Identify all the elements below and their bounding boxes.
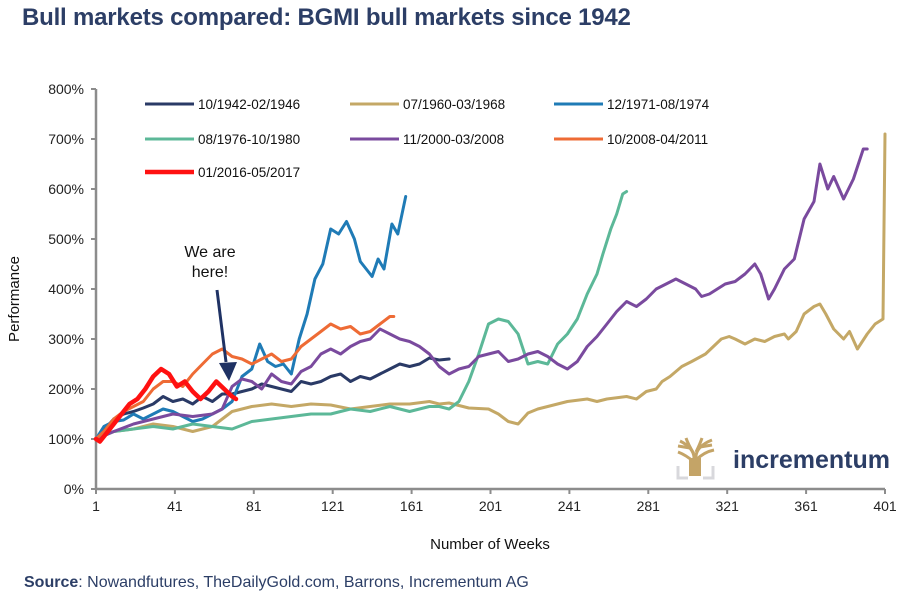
logo-text: incrementum <box>733 446 890 474</box>
annotation: We are here! <box>184 244 237 381</box>
annotation-arrow-head <box>219 362 237 381</box>
legend: 10/1942-02/1946 07/1960-03/1968 12/1971-08… <box>145 97 710 180</box>
legend-label: 07/1960-03/1968 <box>403 97 505 112</box>
chart-title: Bull markets compared: BGMI bull markets… <box>22 4 631 31</box>
y-tick-label: 200% <box>48 381 84 397</box>
annotation-line-1: We are <box>184 244 235 261</box>
series-line-10-1942-02-1946 <box>94 356 451 441</box>
annotation-arrow-shaft <box>215 289 228 363</box>
x-tick-label: 401 <box>873 498 897 514</box>
y-tick-label: 600% <box>48 181 84 197</box>
legend-label: 01/2016-05/2017 <box>198 165 300 180</box>
series-line-01-2016-05-2017 <box>93 366 239 444</box>
series-line-08-1976-10-1980 <box>94 190 629 441</box>
legend-label: 12/1971-08/1974 <box>607 97 710 112</box>
x-tick-label: 321 <box>716 498 740 514</box>
legend-label: 08/1976-10/1980 <box>198 132 300 147</box>
y-tick-label: 0% <box>64 481 84 497</box>
legend-item: 08/1976-10/1980 <box>145 132 300 147</box>
legend-item: 01/2016-05/2017 <box>145 165 300 180</box>
x-tick-label: 121 <box>321 498 345 514</box>
source-text: : Nowandfutures, TheDailyGold.com, Barro… <box>78 574 529 591</box>
y-tick-label: 300% <box>48 331 84 347</box>
legend-item: 10/2008-04/2011 <box>554 132 708 147</box>
legend-item: 11/2000-03/2008 <box>350 132 504 147</box>
legend-label: 10/1942-02/1946 <box>198 97 300 112</box>
y-tick-label: 100% <box>48 431 84 447</box>
x-tick-label: 281 <box>637 498 661 514</box>
axes: 0% 100% 200% 300% 400% 500% 600% 700% 800% 1 41 81 1… <box>48 81 897 514</box>
tree-icon <box>676 437 716 480</box>
series-line-12-1971-08-1974 <box>94 195 408 441</box>
x-tick-label: 361 <box>794 498 818 514</box>
incrementum-logo: incrementum <box>676 437 890 480</box>
x-tick-label: 241 <box>558 498 582 514</box>
legend-item: 07/1960-03/1968 <box>350 97 505 112</box>
y-tick-label: 500% <box>48 231 84 247</box>
x-tick-label: 201 <box>479 498 503 514</box>
x-tick-label: 161 <box>400 498 424 514</box>
legend-label: 10/2008-04/2011 <box>607 132 708 147</box>
series-line-10-2008-04-2011 <box>94 315 396 441</box>
x-tick-label: 41 <box>167 498 183 514</box>
source-note: Source: Nowandfutures, TheDailyGold.com,… <box>24 574 529 592</box>
legend-item: 10/1942-02/1946 <box>145 97 300 112</box>
source-label: Source <box>24 574 79 591</box>
legend-label: 11/2000-03/2008 <box>403 132 504 147</box>
series-line-07-1960-03-1968 <box>94 132 887 441</box>
annotation-line-2: here! <box>192 264 228 281</box>
x-tick-label: 1 <box>92 498 100 514</box>
y-axis-title: Performance <box>6 256 23 342</box>
y-tick-label: 800% <box>48 81 84 97</box>
series-line-11-2000-03-2008 <box>94 147 869 441</box>
y-tick-label: 700% <box>48 131 84 147</box>
x-tick-label: 81 <box>246 498 262 514</box>
y-tick-label: 400% <box>48 281 84 297</box>
x-axis-title: Number of Weeks <box>430 536 550 553</box>
series-layer <box>93 132 887 444</box>
legend-item: 12/1971-08/1974 <box>554 97 710 112</box>
